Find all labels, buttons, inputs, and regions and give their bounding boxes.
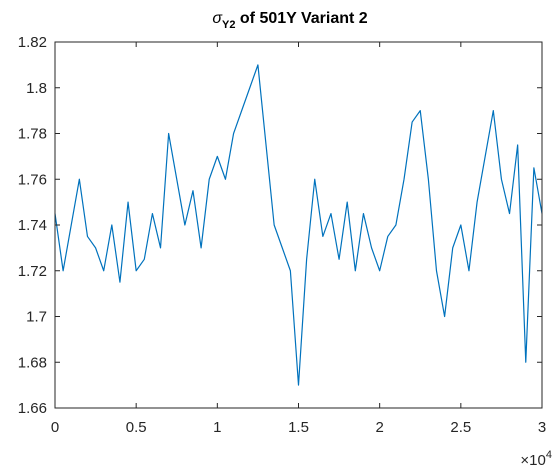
y-tick-label: 1.8	[26, 80, 47, 97]
x-exponent-base: ×10	[520, 452, 545, 469]
title-symbol: σ	[212, 10, 223, 27]
y-tick-label: 1.68	[18, 354, 47, 371]
x-exponent-power: 4	[546, 449, 552, 461]
x-tick-label: 3	[538, 419, 546, 436]
x-tick-label: 2.5	[450, 419, 471, 436]
x-tick-label: 1.5	[288, 419, 309, 436]
x-axis: 0 0.5 1 1.5 2 2.5 3	[51, 42, 546, 436]
y-tick-label: 1.72	[18, 263, 47, 280]
x-tick-label: 2	[375, 419, 383, 436]
y-axis: 1.66 1.68 1.7 1.72 1.74 1.76 1.78 1.8 1.82	[18, 34, 542, 417]
x-axis-exponent: ×104	[520, 449, 552, 469]
title-subscript: Y2	[222, 19, 235, 31]
x-tick-label: 0	[51, 419, 59, 436]
plot-area: 0 0.5 1 1.5 2 2.5 3 1.66 1.68 1.7 1.72 1.74 1.76 1.7…	[18, 34, 546, 436]
series-layer	[54, 64, 543, 386]
y-tick-label: 1.82	[18, 34, 47, 51]
x-tick-label: 0.5	[126, 419, 147, 436]
y-tick-label: 1.7	[26, 309, 47, 326]
y-tick-label: 1.66	[18, 400, 47, 417]
y-tick-label: 1.74	[18, 217, 47, 234]
x-tick-label: 1	[213, 419, 221, 436]
title-text: of 501Y Variant 2	[235, 10, 367, 27]
axes-box	[54, 41, 543, 409]
chart-title: σY2 of 501Y Variant 2	[212, 10, 367, 31]
y-tick-label: 1.76	[18, 171, 47, 188]
series-line	[54, 64, 543, 386]
y-tick-label: 1.78	[18, 126, 47, 143]
